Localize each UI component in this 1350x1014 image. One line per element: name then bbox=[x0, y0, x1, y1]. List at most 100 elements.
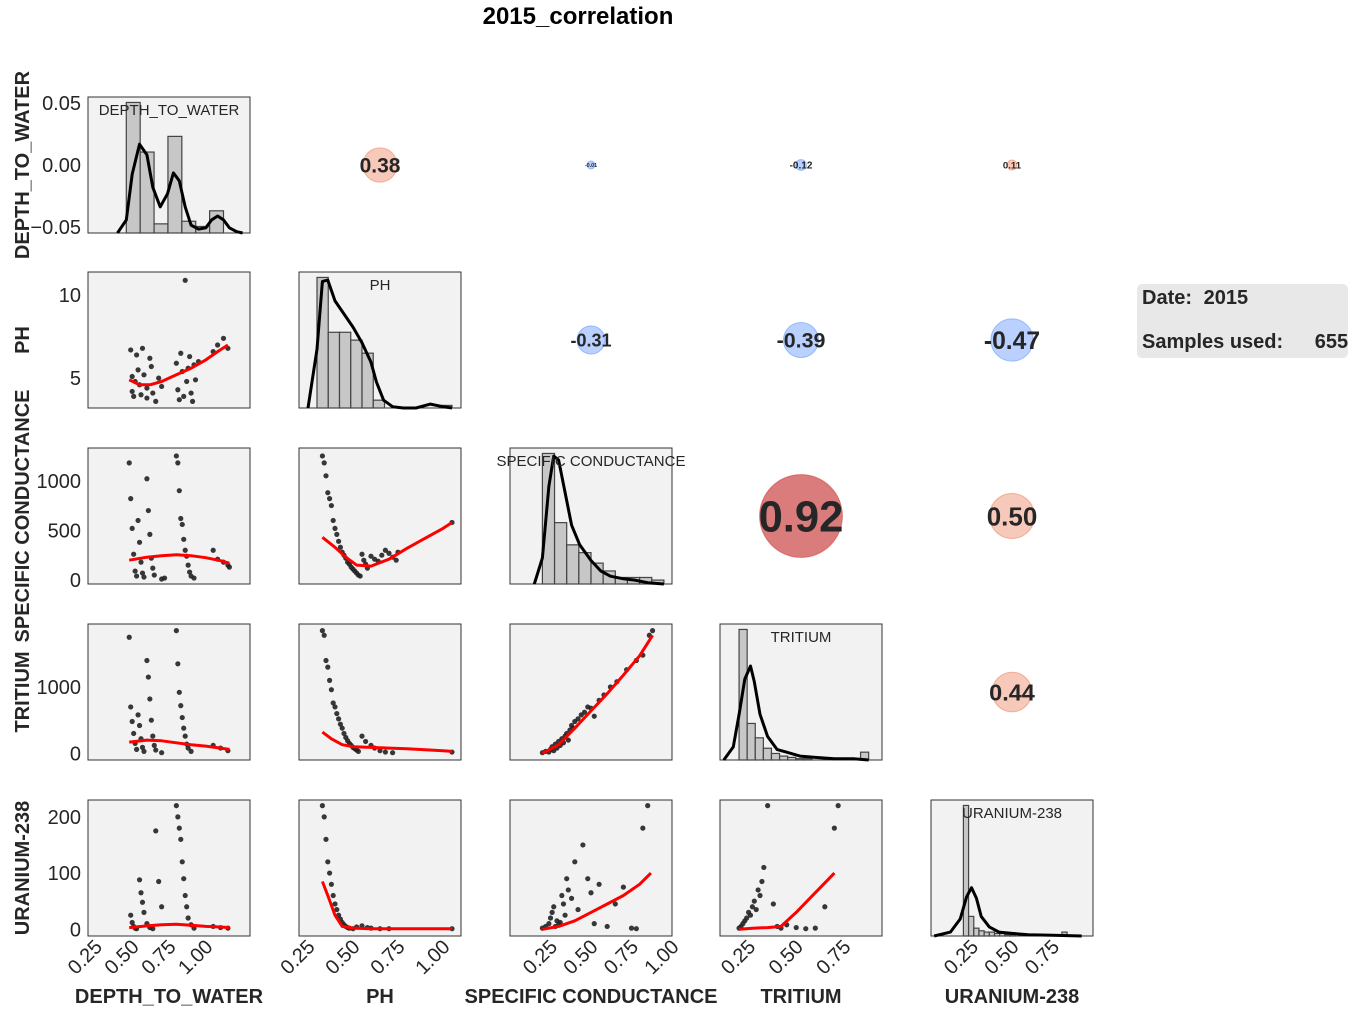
scatter-point bbox=[136, 877, 143, 883]
hist-bar bbox=[803, 758, 813, 761]
scatter-r3-c1 bbox=[319, 628, 455, 756]
hist-bar bbox=[795, 758, 805, 761]
hist-bar bbox=[978, 930, 985, 937]
scatter-point bbox=[173, 803, 179, 809]
scatter-point bbox=[150, 565, 156, 571]
scatter-point bbox=[175, 460, 181, 466]
scatter-point bbox=[175, 387, 181, 393]
panel-r3-c3: TRITIUM bbox=[719, 623, 883, 762]
scatter-point bbox=[136, 722, 143, 729]
info-box: Date: 2015 Samples used: 655 bbox=[1137, 284, 1348, 358]
hist-bar bbox=[746, 722, 756, 761]
scatter-point bbox=[220, 335, 227, 341]
date-row: Date: 2015 bbox=[1142, 287, 1248, 310]
hist-bar bbox=[167, 135, 183, 234]
correlation-bubble bbox=[795, 159, 807, 171]
scatter-point bbox=[184, 378, 190, 385]
scatter-point bbox=[319, 628, 325, 634]
trend-line bbox=[321, 521, 453, 568]
correlation-value: -0.39 bbox=[777, 329, 826, 353]
scatter-r4-c0 bbox=[128, 803, 231, 932]
correlation-bubble bbox=[586, 160, 596, 170]
scatter-point bbox=[604, 923, 610, 930]
corr-r1-c3: -0.39 bbox=[777, 321, 826, 359]
y-axis-label: TRITIUM bbox=[12, 651, 34, 732]
hist-bar bbox=[754, 737, 764, 761]
hist-bar bbox=[553, 522, 568, 585]
scatter-point bbox=[831, 825, 837, 831]
x-axis-label: SPECIFIC CONDUCTANCE bbox=[465, 986, 718, 1008]
scatter-point bbox=[765, 803, 771, 809]
scatter-point bbox=[134, 573, 140, 579]
scatter-point bbox=[749, 904, 756, 910]
scatter-point bbox=[759, 878, 765, 885]
scatter-point bbox=[173, 628, 179, 634]
scatter-r2-c0 bbox=[126, 453, 232, 582]
scatter-point bbox=[620, 884, 627, 890]
corr-r0-c4: 0.11 bbox=[1003, 159, 1022, 171]
y-axis-label: DEPTH_TO_WATER bbox=[12, 70, 34, 259]
scatter-point bbox=[131, 393, 137, 399]
scatter-point bbox=[176, 397, 182, 403]
panel-r4-c3 bbox=[719, 799, 883, 937]
scatter-point bbox=[645, 803, 651, 809]
scatter-point bbox=[141, 909, 147, 915]
scatter-point bbox=[173, 360, 179, 366]
scatter-point bbox=[560, 901, 567, 907]
correlation-value: 0.50 bbox=[987, 501, 1038, 531]
panel-frame bbox=[298, 623, 462, 761]
scatter-point bbox=[138, 392, 144, 398]
scatter-point bbox=[323, 836, 329, 842]
scatter-point bbox=[226, 564, 232, 570]
scatter-point bbox=[546, 921, 552, 927]
scatter-point bbox=[153, 398, 159, 404]
scatter-point bbox=[640, 825, 646, 831]
scatter-point bbox=[585, 876, 591, 882]
scatter-point bbox=[751, 898, 757, 904]
scatter-point bbox=[328, 502, 334, 509]
scatter-point bbox=[182, 892, 188, 899]
scatter-point bbox=[129, 718, 135, 725]
scatter-point bbox=[549, 909, 555, 915]
scatter-point bbox=[325, 490, 331, 496]
corr-r0-c2: -0.01 bbox=[585, 160, 597, 170]
date-label: Date: bbox=[1142, 287, 1193, 309]
scatter-point bbox=[188, 748, 194, 754]
scatter-point bbox=[363, 738, 369, 745]
scatter-point bbox=[181, 725, 187, 731]
scatter-point bbox=[361, 557, 367, 563]
trend-line bbox=[542, 872, 652, 931]
y-tick-label: 0 bbox=[70, 570, 81, 592]
scatter-point bbox=[591, 713, 597, 719]
scatter-point bbox=[572, 859, 578, 865]
scatter-point bbox=[547, 915, 554, 921]
correlation-bubble bbox=[1006, 159, 1018, 171]
x-axis-label: PH bbox=[366, 986, 394, 1008]
diagonal-label: SPECIFIC CONDUCTANCE bbox=[497, 453, 686, 470]
trend-line bbox=[738, 872, 836, 931]
y-axis-label: SPECIFIC CONDUCTANCE bbox=[12, 390, 34, 643]
panel-frame bbox=[719, 799, 883, 937]
scatter-point bbox=[327, 496, 333, 502]
scatter-point bbox=[139, 570, 146, 576]
y-tick-label: 200 bbox=[48, 807, 81, 829]
x-axis-label: DEPTH_TO_WATER bbox=[75, 986, 264, 1008]
scatter-point bbox=[588, 890, 594, 896]
x-tick-label: 0.25 bbox=[940, 936, 983, 979]
diagonal-label: DEPTH_TO_WATER bbox=[99, 102, 240, 119]
diagonal-label: TRITIUM bbox=[771, 629, 832, 646]
scatter-point bbox=[147, 355, 153, 361]
hist-bar bbox=[338, 331, 352, 409]
y-tick-label: 100 bbox=[48, 863, 81, 885]
scatter-point bbox=[159, 904, 165, 910]
scatter-point bbox=[215, 342, 221, 348]
correlation-bubble bbox=[991, 671, 1033, 713]
scatter-r4-c2 bbox=[539, 803, 652, 932]
scatter-point bbox=[139, 345, 146, 351]
corr-r0-c3: -0.12 bbox=[790, 159, 813, 172]
scatter-point bbox=[633, 926, 639, 932]
scatter-point bbox=[141, 372, 147, 378]
panel-frame bbox=[509, 799, 673, 937]
panel-frame bbox=[298, 799, 462, 937]
scatter-point bbox=[319, 803, 325, 809]
